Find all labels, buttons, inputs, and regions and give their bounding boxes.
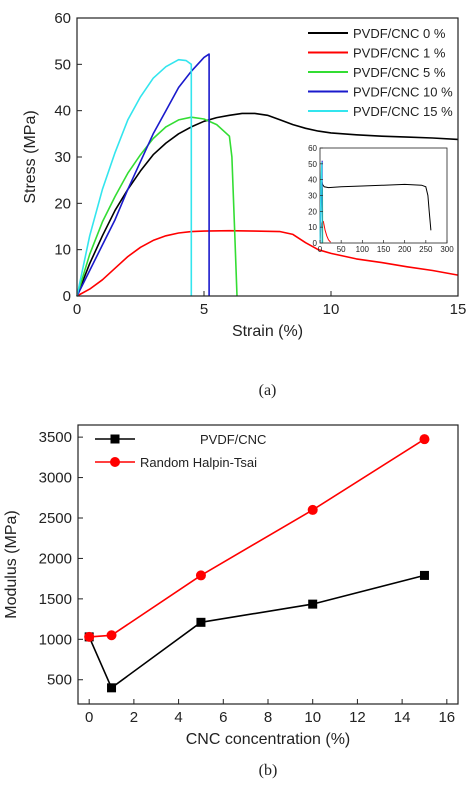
plot-frame <box>77 424 459 705</box>
tick-group: 0 2 4 6 8 10 12 14 16 500 1000 1500 2000 2500 3000 3500 <box>39 429 456 726</box>
y-tick-label: 3500 <box>39 429 72 446</box>
inset-y-tick-label: 50 <box>308 160 317 169</box>
x-tick-label: 8 <box>264 709 272 726</box>
plot-border <box>76 17 459 297</box>
legend: PVDF/CNC 0 % PVDF/CNC 1 % PVDF/CNC 5 % PVDF… <box>308 26 453 119</box>
series-line-pvdf-cnc <box>88 574 425 689</box>
legend-label-pvdf-cnc-0: PVDF/CNC 0 % <box>353 26 446 41</box>
legend-label-pvdf-cnc-1: PVDF/CNC 1 % <box>353 46 446 61</box>
plot-border <box>77 424 459 705</box>
x-tick-label: 14 <box>394 709 411 726</box>
x-axis-label: Strain (%) <box>232 323 303 340</box>
data-point-circle <box>307 504 318 515</box>
x-tick-label: 10 <box>323 301 340 318</box>
series-line-pvdf-cnc-15 <box>76 58 193 297</box>
x-tick-label: 2 <box>130 709 138 726</box>
legend-label-pvdf-cnc-5: PVDF/CNC 5 % <box>353 65 446 80</box>
legend-label-pvdf-cnc-15: PVDF/CNC 15 % <box>353 104 453 119</box>
series-line-pvdf-cnc-5 <box>76 116 238 297</box>
x-tick-label: 0 <box>73 301 81 318</box>
legend: PVDF/CNC Random Halpin-Tsai <box>95 432 266 470</box>
inset-series-line <box>319 219 331 244</box>
inset-y-tick-label: 60 <box>308 144 317 153</box>
x-tick-label: 4 <box>174 709 182 726</box>
data-point-square <box>196 617 206 627</box>
series-group <box>76 53 459 297</box>
y-tick-label: 1500 <box>39 591 72 608</box>
inset-y-tick-label: 40 <box>308 176 317 185</box>
inset-y-tick-label: 20 <box>308 207 317 216</box>
legend-marker-circle <box>110 457 120 467</box>
panel-caption: (b) <box>259 762 278 779</box>
data-point-square <box>308 599 318 609</box>
inset-x-tick-label: 0 <box>318 245 323 254</box>
legend-label-random-halpin-tsai: Random Halpin-Tsai <box>140 455 257 470</box>
x-tick-label: 12 <box>349 709 366 726</box>
y-tick-label: 50 <box>54 56 71 73</box>
plot-frame <box>76 17 459 297</box>
y-tick-label: 3000 <box>39 470 72 487</box>
series-line-pvdf-cnc-10 <box>76 53 210 297</box>
data-point-circle <box>419 434 430 445</box>
inset-x-tick-label: 150 <box>377 245 391 254</box>
x-tick-label: 15 <box>450 301 467 318</box>
inset-x-tick-label: 250 <box>419 245 433 254</box>
x-tick-label: 16 <box>438 709 455 726</box>
inset-x-tick-label: 100 <box>356 245 370 254</box>
inset-border <box>319 147 448 244</box>
data-point-circle <box>195 570 206 581</box>
inset-chart: 0 50 100 150 200 250 300 0 10 20 30 40 50 60 <box>308 144 454 254</box>
inset-y-tick-label: 0 <box>313 239 318 248</box>
y-tick-label: 0 <box>63 288 71 305</box>
y-tick-label: 30 <box>54 149 71 166</box>
x-tick-label: 5 <box>200 301 208 318</box>
legend-marker-square <box>110 434 120 444</box>
y-tick-label: 20 <box>54 195 71 212</box>
y-tick-label: 60 <box>54 10 71 27</box>
inset-x-tick-label: 200 <box>398 245 412 254</box>
inset-series-line <box>319 162 323 244</box>
series-line-pvdf-cnc-1 <box>76 229 459 297</box>
inset-y-tick-label: 10 <box>308 223 317 232</box>
y-tick-label: 2000 <box>39 550 72 567</box>
y-tick-label: 10 <box>54 242 71 259</box>
series-group <box>84 434 430 693</box>
x-tick-label: 10 <box>304 709 321 726</box>
y-axis-label: Stress (MPa) <box>22 110 39 203</box>
inset-x-tick-label: 300 <box>440 245 454 254</box>
x-tick-label: 6 <box>219 709 227 726</box>
data-point-square <box>107 683 117 693</box>
y-tick-label: 40 <box>54 103 71 120</box>
modulus-chart: 0 2 4 6 8 10 12 14 16 500 1000 1500 2000 2500 3000 3500… <box>3 424 459 779</box>
x-tick-label: 0 <box>85 709 93 726</box>
data-point-square <box>419 570 429 580</box>
legend-label-pvdf-cnc: PVDF/CNC <box>200 432 266 447</box>
inset-x-tick-label: 50 <box>337 245 346 254</box>
data-point-circle <box>84 631 95 642</box>
panel-caption: (a) <box>259 382 277 399</box>
y-tick-label: 2500 <box>39 510 72 527</box>
y-tick-label: 500 <box>47 672 72 689</box>
y-axis-label: Modulus (MPa) <box>3 510 20 618</box>
inset-y-tick-label: 30 <box>308 192 317 201</box>
y-tick-label: 1000 <box>39 631 72 648</box>
x-axis-label: CNC concentration (%) <box>186 731 351 748</box>
data-point-circle <box>106 630 117 641</box>
legend-label-pvdf-cnc-10: PVDF/CNC 10 % <box>353 85 453 100</box>
